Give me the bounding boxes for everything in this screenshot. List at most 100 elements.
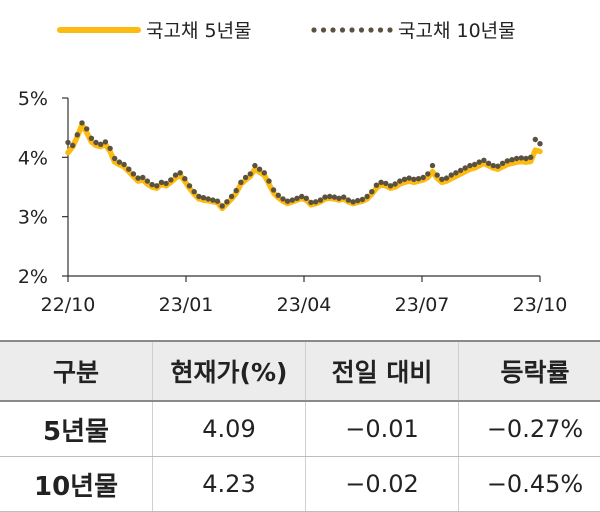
series-10y-point (533, 137, 538, 142)
series-10y-point (243, 175, 248, 180)
legend-label-5y: 국고채 5년물 (146, 20, 252, 42)
series-10y-point (392, 181, 397, 186)
series-10y-point (308, 200, 313, 205)
series-10y-point (294, 196, 299, 201)
series-10y-point (173, 172, 178, 177)
series-10y-point (430, 163, 435, 168)
series-10y-point (252, 163, 257, 168)
x-tick-label: 23/01 (159, 294, 214, 316)
legend-dot (330, 27, 335, 32)
y-tick-label: 2% (18, 266, 48, 288)
legend: 국고채 5년물 국고채 10년물 (60, 20, 516, 42)
series-10y-point (439, 177, 444, 182)
series-10y-point (98, 142, 103, 147)
table-header-change: 전일 대비 (306, 341, 459, 401)
series-10y-point (416, 176, 421, 181)
series-10y-point (126, 167, 131, 172)
legend-dot (340, 27, 345, 32)
table-cell-rate: −0.27% (459, 401, 600, 457)
legend-dot (321, 27, 326, 32)
series-10y-point (495, 164, 500, 169)
series-10y-point (65, 140, 70, 145)
series-10y-point (388, 183, 393, 188)
series-10y-point (397, 178, 402, 183)
series-10y-point (444, 175, 449, 180)
series-10y-point (421, 175, 426, 180)
series-10y-point (369, 189, 374, 194)
yield-summary-table: 구분 현재가(%) 전일 대비 등락률 5년물 4.09 −0.01 −0.27… (0, 340, 600, 512)
series-10y-point (406, 175, 411, 180)
series-10y-point (103, 139, 108, 144)
series-10y-point (364, 194, 369, 199)
y-axis-ticks: 2% 3% 4% 5% (18, 88, 68, 288)
series-10y-point (332, 194, 337, 199)
series-10y-point (467, 163, 472, 168)
table-cell-current: 4.23 (153, 457, 306, 512)
y-tick-label: 3% (18, 207, 48, 229)
series-10y-point (220, 203, 225, 208)
series-10y-point (271, 187, 276, 192)
series-10y-point (276, 193, 281, 198)
series-10y-point (313, 199, 318, 204)
series-10y-point (266, 178, 271, 183)
series-10y-point (84, 126, 89, 131)
series-10y-point (145, 178, 150, 183)
series-10y-point (491, 163, 496, 168)
series-10y-point (477, 159, 482, 164)
series-10y-point (117, 159, 122, 164)
table-cell-label: 5년물 (0, 401, 153, 457)
series-10y-point (519, 155, 524, 160)
series-10y-point (154, 183, 159, 188)
y-tick-label: 4% (18, 147, 48, 169)
series-10y-point (355, 198, 360, 203)
series-10y-point (89, 136, 94, 141)
series-10y-point (350, 199, 355, 204)
series-10y-point (322, 194, 327, 199)
series-10y-point (215, 199, 220, 204)
series-10y-point (528, 155, 533, 160)
table-header-rate: 등락률 (459, 341, 600, 401)
series-10y-point (131, 171, 136, 176)
series-10y-point (318, 197, 323, 202)
series-10y-point (500, 161, 505, 166)
series-10y-point (378, 180, 383, 185)
series-10y-point (79, 120, 84, 125)
table-cell-change: −0.02 (306, 457, 459, 512)
series-10y-point (107, 146, 112, 151)
series-10y-point (192, 189, 197, 194)
legend-dot (359, 27, 364, 32)
series-10y-point (248, 171, 253, 176)
series-10y-point (290, 197, 295, 202)
table-header-current: 현재가(%) (153, 341, 306, 401)
series-10y-point (449, 172, 454, 177)
series-10y-point (402, 177, 407, 182)
series-10y-point (523, 156, 528, 161)
series-10y-point (463, 165, 468, 170)
series-10y-point (135, 175, 140, 180)
series-10y-point (458, 168, 463, 173)
y-tick-label: 5% (18, 88, 48, 110)
series-10y-point (70, 143, 75, 148)
series-10y-point (481, 158, 486, 163)
series-10y-point (514, 156, 519, 161)
table-cell-label: 10년물 (0, 457, 153, 512)
series-10y-point (411, 177, 416, 182)
legend-swatch-10y (311, 27, 392, 32)
series-10y-point (206, 196, 211, 201)
series-10y-point (505, 158, 510, 163)
legend-label-10y: 국고채 10년물 (398, 20, 516, 42)
series-10y-point (93, 140, 98, 145)
series-10y-point (262, 170, 267, 175)
series-10y-point (196, 194, 201, 199)
x-tick-label: 23/04 (277, 294, 332, 316)
table-row: 10년물 4.23 −0.02 −0.45% (0, 457, 600, 512)
x-tick-label: 23/07 (395, 294, 450, 316)
series-10y-point (238, 180, 243, 185)
series-10y-dots (65, 120, 542, 208)
series-10y-point (336, 196, 341, 201)
legend-dot (378, 27, 383, 32)
table-header-row: 구분 현재가(%) 전일 대비 등락률 (0, 341, 600, 401)
table-header-category: 구분 (0, 341, 153, 401)
